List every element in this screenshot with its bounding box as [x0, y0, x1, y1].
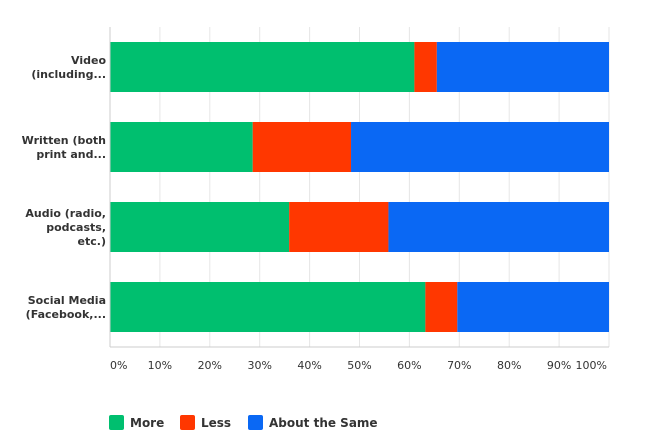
- x-tick-label: 70%: [447, 359, 471, 372]
- category-label-line: (Facebook,...: [26, 308, 106, 321]
- legend-swatch: [180, 415, 195, 430]
- category-label-line: podcasts,: [46, 221, 106, 234]
- category-label: Social Media (Facebook,...: [26, 294, 106, 321]
- x-tick-label: 60%: [397, 359, 421, 372]
- category-label-line: Social Media: [28, 294, 106, 307]
- bar-segment: [252, 122, 352, 172]
- x-tick-label: 50%: [347, 359, 371, 372]
- category-label-line: etc.): [78, 235, 106, 248]
- x-tick-label: 100%: [576, 359, 607, 372]
- category-label-line: (including...: [31, 68, 106, 81]
- legend-label: More: [130, 416, 164, 430]
- legend-swatch: [109, 415, 124, 430]
- legend-item: About the Same: [248, 415, 378, 430]
- x-tick-labels: 0% 10% 20% 30% 40% 50% 60% 70% 80% 90% 100%: [110, 359, 607, 372]
- category-labels: Video (including... Written (both print and…: [22, 54, 107, 321]
- legend-item: Less: [180, 415, 231, 430]
- axes: [109, 27, 609, 348]
- legend-swatch: [248, 415, 263, 430]
- category-label: Written (both print and...: [22, 134, 106, 161]
- category-label: Video (including...: [31, 54, 106, 81]
- x-tick-label: 20%: [198, 359, 222, 372]
- bar-segment: [110, 42, 415, 92]
- bar-segment: [351, 122, 609, 172]
- category-label: Audio (radio, podcasts, etc.): [25, 207, 106, 248]
- bar-segment: [436, 42, 609, 92]
- bars: [110, 42, 609, 332]
- category-label-line: Video: [71, 54, 106, 67]
- bar-segment: [110, 202, 290, 252]
- legend-item: More: [109, 415, 164, 430]
- bar-segment: [110, 122, 253, 172]
- category-label-line: Audio (radio,: [25, 207, 106, 220]
- legend-label: Less: [201, 416, 231, 430]
- x-tick-label: 80%: [497, 359, 521, 372]
- x-tick-label: 30%: [247, 359, 271, 372]
- bar-segment: [289, 202, 389, 252]
- category-label-line: print and...: [36, 148, 106, 161]
- x-tick-label: 40%: [297, 359, 321, 372]
- x-tick-label: 0%: [110, 359, 127, 372]
- bar-segment: [414, 42, 437, 92]
- x-tick-label: 90%: [547, 359, 571, 372]
- legend: More Less About the Same: [109, 415, 378, 430]
- x-tick-label: 10%: [148, 359, 172, 372]
- bar-segment: [457, 282, 609, 332]
- bar-segment: [425, 282, 458, 332]
- legend-label: About the Same: [269, 416, 378, 430]
- bar-segment: [388, 202, 609, 252]
- category-label-line: Written (both: [22, 134, 106, 147]
- bar-segment: [110, 282, 426, 332]
